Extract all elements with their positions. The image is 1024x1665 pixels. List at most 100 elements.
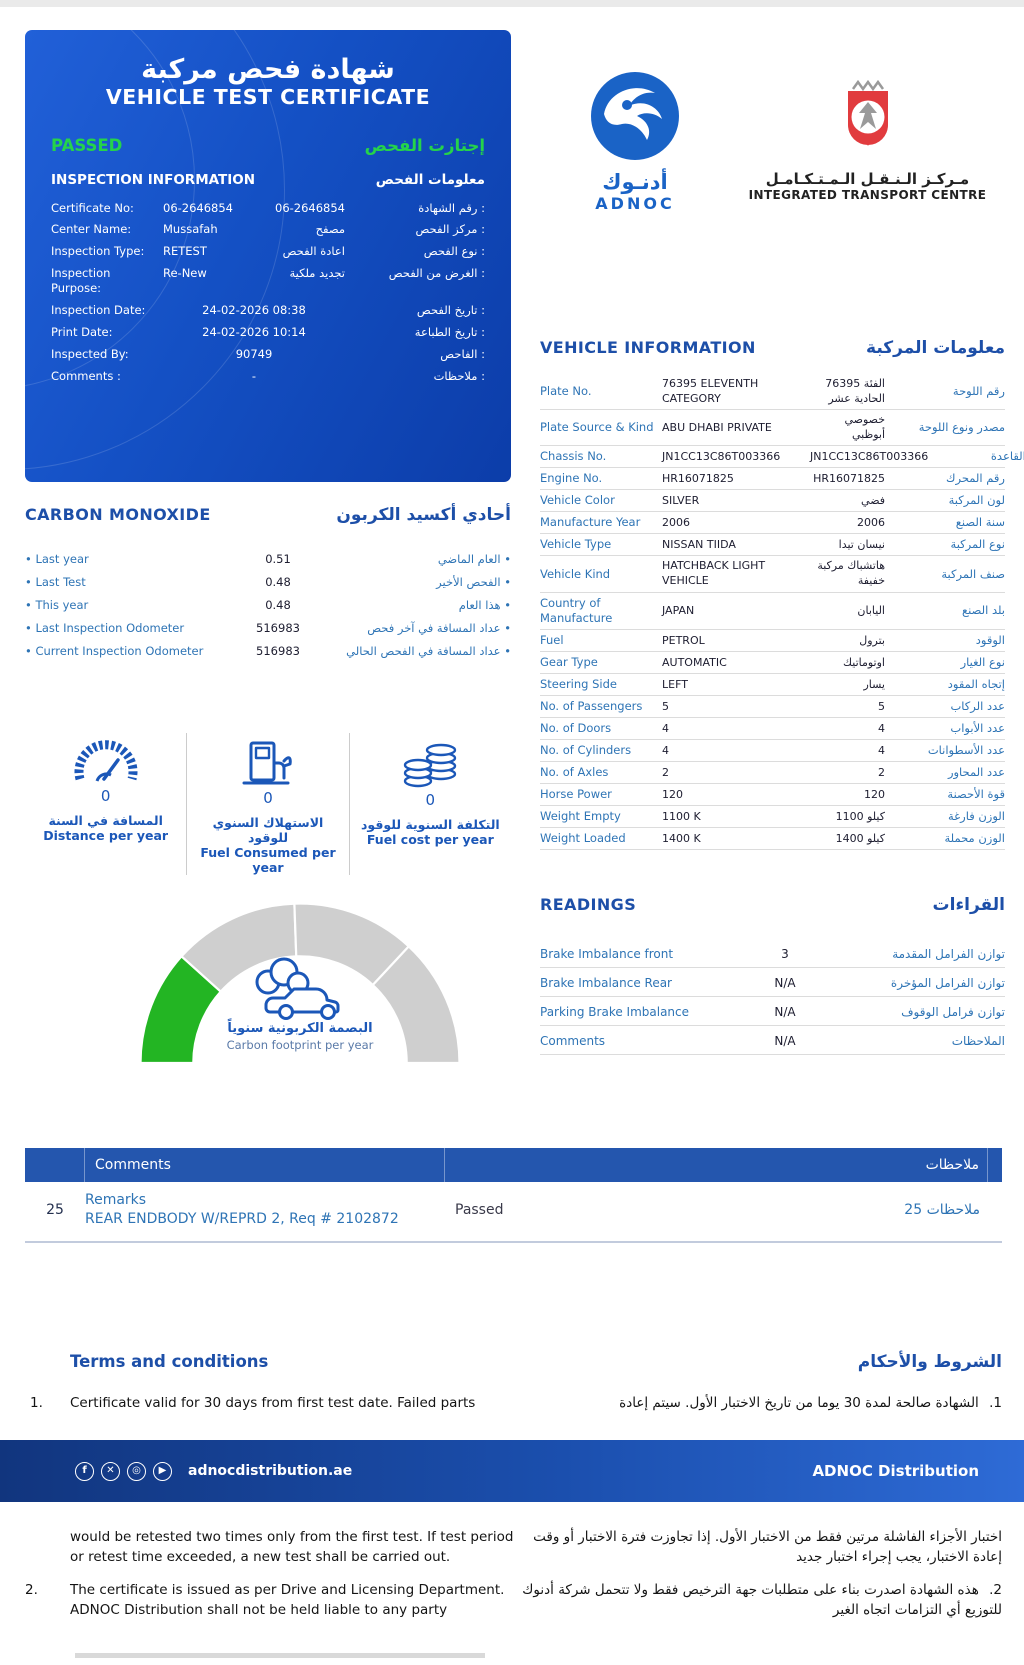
adnoc-logo-arabic: أدنـوك (602, 170, 668, 194)
table-row: Weight Loaded 1400 K كيلو 1400 الوزن محم… (540, 828, 1005, 851)
stat-distance-per-year: 0 المسافة في السنة Distance per year (25, 733, 186, 875)
terms-item-text: Certificate valid for 30 days from first… (70, 1395, 476, 1411)
field-value: N/A (774, 976, 796, 990)
field-value-en: HR16071825 (662, 471, 734, 485)
field-label: Weight Loaded (540, 831, 626, 846)
stat-value: 0 (100, 787, 111, 805)
table-row: Country of Manufacture JAPAN اليابان بلد… (540, 593, 1005, 631)
field-label-ar: رقم المحرك (946, 471, 1005, 486)
field-value-ar: 06-2646854 (275, 200, 345, 215)
x-icon[interactable]: ✕ (101, 1461, 120, 1481)
field-label-ar: سنة الصنع (955, 515, 1005, 530)
website-link[interactable]: adnocdistribution.ae (188, 1463, 353, 1479)
comments-header-cell (25, 1148, 85, 1182)
field-label-ar: لون المركبة (948, 493, 1005, 508)
field-value-ar: مصفح (315, 222, 345, 237)
field-value-ar: خصوصي أبوظبي (844, 413, 885, 442)
table-row: Vehicle Type NISSAN TIIDA نيسان تيدا نوع… (540, 534, 1005, 557)
field-label-ar: الوقود (975, 633, 1005, 648)
field-label-ar: الفاحص : (440, 347, 485, 362)
field-value-ar: اوتوماتيك (842, 655, 885, 669)
social-icons: f ✕ ◎ ▶ (75, 1461, 172, 1481)
field-value-ar: 2 (878, 765, 885, 779)
comments-header-cell (988, 1148, 1002, 1182)
field-label: Gear Type (540, 655, 598, 670)
table-row: No. of Doors 4 4 عدد الأبواب (540, 718, 1005, 741)
field-value-ar: كيلو 1100 (835, 809, 885, 823)
field-label: Manufacture Year (540, 515, 641, 530)
field-value-ar: تجديد ملكية (289, 266, 345, 281)
inspection-info-heading-arabic: معلومات الفحص (375, 172, 485, 188)
field-value-en: LEFT (662, 677, 688, 691)
table-row: Comments N/A الملاحظات (540, 1026, 1005, 1055)
field-label: Plate No. (540, 384, 592, 399)
field-label-ar: الملاحظات (951, 1034, 1005, 1048)
comments-header-label-arabic: ملاحظات (445, 1148, 988, 1182)
field-label-ar: العام الماضي (306, 552, 511, 566)
gauge-label: Carbon footprint per year (226, 1038, 374, 1052)
comment-number: 25 (46, 1201, 64, 1218)
field-value-ar (254, 347, 345, 362)
terms-item-2: 2. The certificate is issued as per Driv… (25, 1581, 1002, 1620)
remark-title: Remarks (85, 1192, 147, 1208)
field-value-ar: يسار (863, 677, 885, 691)
table-row: Gear Type AUTOMATIC اوتوماتيك نوع الغيار (540, 652, 1005, 675)
field-label: Last year (25, 552, 250, 566)
field-label-ar: بلد الصنع (962, 603, 1005, 618)
field-value-en: NISSAN TIIDA (662, 537, 736, 551)
field-label: Horse Power (540, 787, 612, 802)
field-value: 516983 (256, 643, 300, 658)
item-number-arabic: 2. (989, 1582, 1002, 1599)
carbon-heading-arabic: أحادي أكسيد الكربون (336, 505, 511, 525)
status-badge-arabic: إجتازت الفحص (364, 136, 485, 155)
table-row: Last Inspection Odometer 516983 عداد الم… (25, 616, 511, 639)
youtube-icon[interactable]: ▶ (153, 1461, 172, 1481)
readings-heading-arabic: القراءات (932, 895, 1005, 915)
terms-item-text: would be retested two times only from th… (70, 1529, 514, 1565)
facebook-icon[interactable]: f (75, 1461, 94, 1481)
field-label-ar: عداد المسافة في آخر فحص (306, 621, 511, 635)
field-label: No. of Axles (540, 765, 609, 780)
field-value-en: 2006 (662, 515, 690, 529)
terms-item-text-arabic: اختبار الأجزاء الفاشلة مرتين فقط من الاخ… (533, 1529, 1002, 1565)
field-value: N/A (774, 1005, 796, 1019)
table-row: Brake Imbalance front 3 توازن الفرامل ال… (540, 939, 1005, 968)
table-row: No. of Axles 2 2 عدد المحاور (540, 762, 1005, 785)
itc-logo-text: INTEGRATED TRANSPORT CENTRE (748, 188, 987, 202)
readings-section: READINGS القراءات Brake Imbalance front … (540, 895, 1005, 1055)
field-value-en: 1400 K (662, 831, 701, 845)
table-row: This year 0.48 هذا العام (25, 593, 511, 616)
field-label-ar: الوزن فارغة (947, 809, 1005, 824)
field-value-center: - (251, 369, 257, 383)
field-value: 0.51 (265, 551, 291, 566)
terms-item-text: The certificate is issued as per Drive a… (70, 1582, 505, 1618)
instagram-icon[interactable]: ◎ (127, 1461, 146, 1481)
field-label-ar: عدد الأبواب (950, 721, 1005, 736)
comment-status: Passed (455, 1201, 504, 1218)
table-row: Weight Empty 1100 K كيلو 1100 الوزن فارغ… (540, 806, 1005, 829)
field-value-en: HATCHBACK LIGHT VEHICLE (662, 559, 766, 588)
field-label-ar: الفحص الأخير (306, 575, 511, 589)
table-row: No. of Passengers 5 5 عدد الركاب (540, 696, 1005, 719)
field-value-ar: اليابان (857, 603, 885, 617)
gauge-segment-gray (371, 945, 461, 1063)
field-value-ar: JN1CC13C86T003366 (810, 449, 929, 463)
vehicle-info-heading-arabic: معلومات المركبة (866, 338, 1005, 358)
itc-logo: مـركـز الـنـقـل الـمـتـكـامـل INTEGRATED… (745, 72, 990, 213)
field-value-en: 4 (662, 743, 669, 757)
field-label: Plate Source & Kind (540, 420, 654, 435)
table-row: Manufacture Year 2006 2006 سنة الصنع (540, 512, 1005, 535)
terms-item-text-arabic: 1. الشهادة صالحة لمدة 30 يوما من تاريخ ا… (515, 1394, 1002, 1414)
field-label-ar: قوة الأحصنة (947, 787, 1005, 802)
terms-item-1: 1. Certificate valid for 30 days from fi… (25, 1394, 1002, 1414)
field-value-en: JAPAN (662, 603, 695, 617)
brand-name: ADNOC Distribution (812, 1462, 979, 1480)
field-value-en: 5 (662, 699, 669, 713)
stat-label-arabic: الاستهلاك السنوي للوقود (212, 815, 324, 845)
field-value-ar: 76395 الفئة الحادية عشر (825, 377, 885, 405)
field-value-en: 1100 K (662, 809, 701, 823)
field-label: Fuel (540, 633, 564, 648)
item-number-arabic: 1. (989, 1395, 1002, 1411)
field-label-ar: نوع الفحص : (423, 244, 485, 259)
gauge-label-arabic: البصمة الكربونية سنوياً (227, 1021, 373, 1036)
